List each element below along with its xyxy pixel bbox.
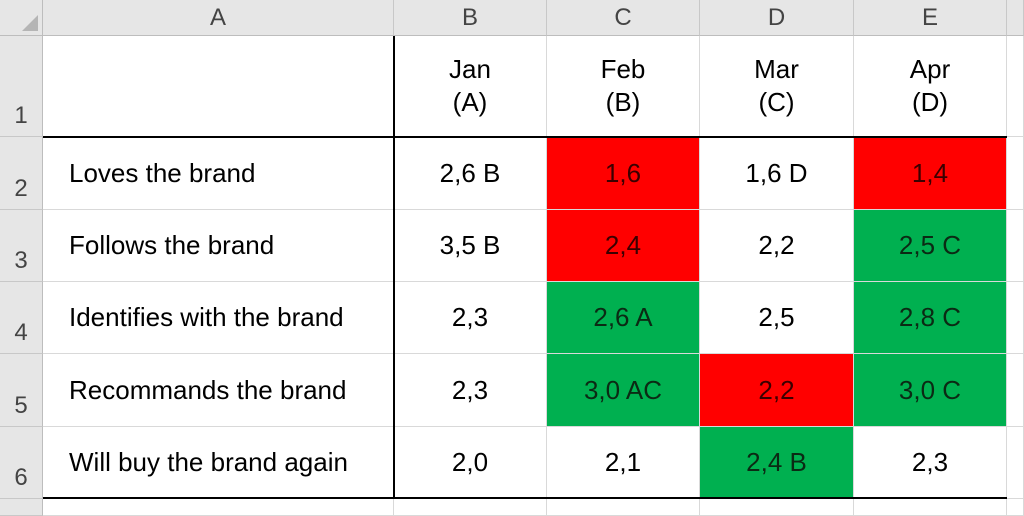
cell-d4[interactable]: 2,5 xyxy=(700,282,854,354)
cell-f1[interactable] xyxy=(1007,36,1024,137)
month-label: Jan xyxy=(449,54,491,84)
cell-b2[interactable]: 2,6 B xyxy=(394,137,547,210)
cell-b4[interactable]: 2,3 xyxy=(394,282,547,354)
row-header-1[interactable]: 1 xyxy=(0,36,43,137)
month-label: Mar xyxy=(754,54,799,84)
cell-c6[interactable]: 2,1 xyxy=(547,427,700,499)
month-code: (A) xyxy=(452,87,488,117)
cell-d1[interactable]: Mar (C) xyxy=(700,36,854,137)
month-code: (B) xyxy=(605,87,641,117)
select-all-triangle-icon xyxy=(22,15,38,31)
row-header-5[interactable]: 5 xyxy=(0,354,43,427)
cell-e3[interactable]: 2,5 C xyxy=(854,210,1007,282)
cell-f2[interactable] xyxy=(1007,137,1024,210)
header-bottom-border xyxy=(43,136,1007,138)
cell-e2[interactable]: 1,4 xyxy=(854,137,1007,210)
cell-d5[interactable]: 2,2 xyxy=(700,354,854,427)
select-all-corner[interactable] xyxy=(0,0,43,36)
cell-a3[interactable]: Follows the brand xyxy=(43,210,394,282)
cell-f3[interactable] xyxy=(1007,210,1024,282)
cell-c3[interactable]: 2,4 xyxy=(547,210,700,282)
cell-e7[interactable] xyxy=(854,499,1007,516)
cell-a5[interactable]: Recommands the brand xyxy=(43,354,394,427)
month-label: Apr xyxy=(909,54,951,84)
cell-b3[interactable]: 3,5 B xyxy=(394,210,547,282)
cell-d6[interactable]: 2,4 B xyxy=(700,427,854,499)
cell-b1[interactable]: Jan (A) xyxy=(394,36,547,137)
row-header-6[interactable]: 6 xyxy=(0,427,43,499)
cell-d3[interactable]: 2,2 xyxy=(700,210,854,282)
cell-c5[interactable]: 3,0 AC xyxy=(547,354,700,427)
row-header-7[interactable] xyxy=(0,499,43,516)
cell-f7[interactable] xyxy=(1007,499,1024,516)
cell-e1[interactable]: Apr (D) xyxy=(854,36,1007,137)
cell-c7[interactable] xyxy=(547,499,700,516)
label-column-border xyxy=(393,36,395,499)
cell-b7[interactable] xyxy=(394,499,547,516)
column-header-e[interactable]: E xyxy=(854,0,1007,36)
cell-a1[interactable] xyxy=(43,36,394,137)
cell-f4[interactable] xyxy=(1007,282,1024,354)
row-header-2[interactable]: 2 xyxy=(0,137,43,210)
cell-a4[interactable]: Identifies with the brand xyxy=(43,282,394,354)
column-header-b[interactable]: B xyxy=(394,0,547,36)
cell-e4[interactable]: 2,8 C xyxy=(854,282,1007,354)
cell-d7[interactable] xyxy=(700,499,854,516)
column-header-f[interactable] xyxy=(1007,0,1024,36)
row-header-3[interactable]: 3 xyxy=(0,210,43,282)
cell-c1[interactable]: Feb (B) xyxy=(547,36,700,137)
cell-f6[interactable] xyxy=(1007,427,1024,499)
cell-b6[interactable]: 2,0 xyxy=(394,427,547,499)
cell-c4[interactable]: 2,6 A xyxy=(547,282,700,354)
month-label: Feb xyxy=(600,54,646,84)
cell-a2[interactable]: Loves the brand xyxy=(43,137,394,210)
cell-d2[interactable]: 1,6 D xyxy=(700,137,854,210)
cell-b5[interactable]: 2,3 xyxy=(394,354,547,427)
row-header-4[interactable]: 4 xyxy=(0,282,43,354)
column-header-a[interactable]: A xyxy=(43,0,394,36)
cell-e6[interactable]: 2,3 xyxy=(854,427,1007,499)
month-code: (D) xyxy=(911,87,949,117)
cell-e5[interactable]: 3,0 C xyxy=(854,354,1007,427)
cell-c2[interactable]: 1,6 xyxy=(547,137,700,210)
table-bottom-border xyxy=(43,497,1007,499)
cell-f5[interactable] xyxy=(1007,354,1024,427)
column-header-d[interactable]: D xyxy=(700,0,854,36)
column-header-c[interactable]: C xyxy=(547,0,700,36)
month-code: (C) xyxy=(758,87,795,117)
cell-a7[interactable] xyxy=(43,499,394,516)
cell-a6[interactable]: Will buy the brand again xyxy=(43,427,394,499)
